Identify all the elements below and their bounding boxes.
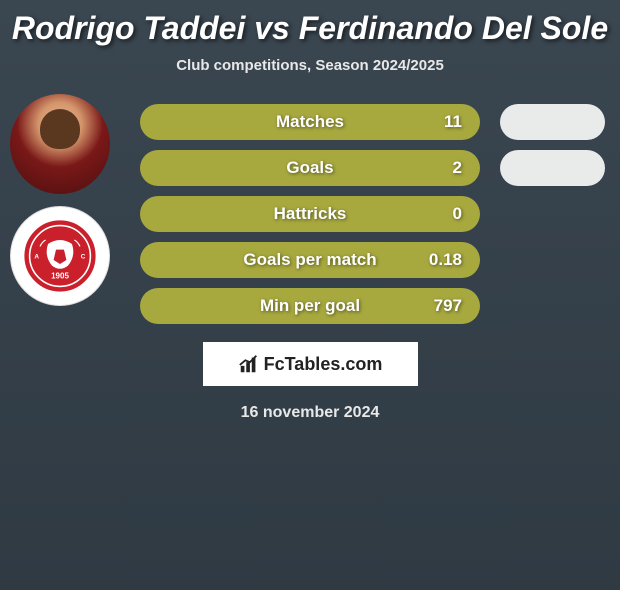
comparison-pill (500, 104, 605, 140)
comparison-content: 1905 A C Matches 11 Goals 2 Hattricks 0 Goals … (0, 104, 620, 324)
stat-bar: Goals 2 (140, 150, 480, 186)
stat-bar: Hattricks 0 (140, 196, 480, 232)
stat-label: Hattricks (274, 204, 347, 224)
stat-value: 0.18 (429, 250, 462, 270)
svg-text:A: A (34, 253, 39, 260)
stat-label: Matches (276, 112, 344, 132)
date-text: 16 november 2024 (0, 404, 620, 422)
stat-value: 11 (444, 112, 462, 132)
right-pills-column (500, 104, 605, 196)
stat-label: Min per goal (260, 296, 360, 316)
stat-bars: Matches 11 Goals 2 Hattricks 0 Goals per match… (140, 104, 480, 324)
logo-text: FcTables.com (264, 354, 383, 375)
comparison-pill (500, 150, 605, 186)
page-title: Rodrigo Taddei vs Ferdinando Del Sole (0, 10, 620, 47)
stat-bar: Matches 11 (140, 104, 480, 140)
chart-icon (238, 353, 260, 375)
stat-value: 2 (453, 158, 462, 178)
stat-bar: Goals per match 0.18 (140, 242, 480, 278)
subtitle: Club competitions, Season 2024/2025 (0, 57, 620, 74)
avatars-column: 1905 A C (10, 94, 110, 318)
svg-text:C: C (81, 253, 86, 260)
club-badge-perugia: 1905 A C (10, 206, 110, 306)
stat-bar: Min per goal 797 (140, 288, 480, 324)
stat-label: Goals per match (243, 250, 376, 270)
stat-value: 0 (453, 204, 462, 224)
stat-value: 797 (434, 296, 462, 316)
fctables-logo-box: FcTables.com (203, 342, 418, 386)
stat-label: Goals (286, 158, 333, 178)
svg-text:1905: 1905 (51, 271, 69, 280)
perugia-badge-icon: 1905 A C (20, 216, 100, 296)
player-avatar-taddei (10, 94, 110, 194)
